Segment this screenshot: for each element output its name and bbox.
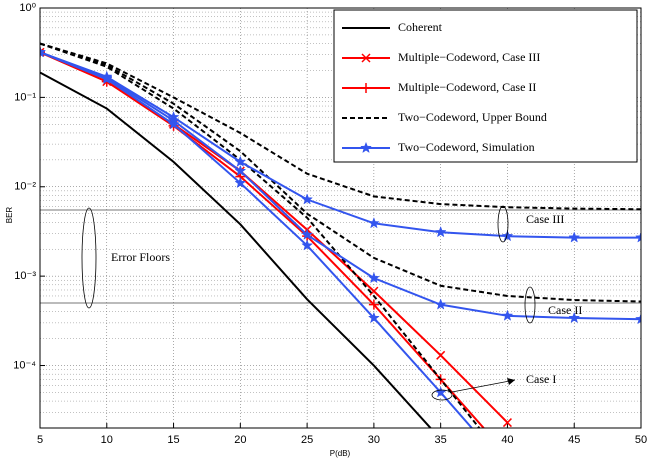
ellipse xyxy=(431,389,453,401)
marker xyxy=(568,231,581,243)
marker xyxy=(367,271,380,284)
error-floor-lines xyxy=(40,209,641,304)
marker xyxy=(301,193,314,205)
annotations: Error Floors Case III Case II Case I xyxy=(81,205,582,401)
marker xyxy=(436,350,446,360)
marker xyxy=(635,312,641,325)
y-tick-label: 10⁻⁴ xyxy=(13,359,36,371)
x-tick-label: 45 xyxy=(568,434,580,446)
x-axis-label: P(dB) xyxy=(330,449,351,458)
marker xyxy=(502,418,512,428)
marker xyxy=(501,229,514,242)
x-tick-label: 15 xyxy=(167,434,179,446)
y-tick-label: 10⁰ xyxy=(19,2,36,14)
annotation: Error Floors xyxy=(111,250,170,264)
ellipse xyxy=(524,286,536,324)
arrow-head xyxy=(507,378,515,385)
annotation: Case III xyxy=(526,212,564,226)
marker xyxy=(40,46,46,58)
legend-label: Two−Codeword, Simulation xyxy=(398,140,535,154)
marker xyxy=(234,176,247,189)
series-line xyxy=(40,51,641,321)
legend-box xyxy=(333,9,638,163)
x-tick-label: 40 xyxy=(501,434,513,446)
y-tick-label: 10⁻² xyxy=(14,181,36,193)
marker xyxy=(434,226,447,238)
marker xyxy=(100,72,113,85)
marker xyxy=(434,298,447,310)
series-line xyxy=(40,42,641,303)
marker xyxy=(369,286,379,296)
marker xyxy=(367,311,380,324)
y-tick-label: 10⁻¹ xyxy=(14,91,36,103)
series-line xyxy=(40,42,641,211)
legend-label: Two−Codeword, Upper Bound xyxy=(398,110,547,124)
y-tick-label: 10⁻³ xyxy=(14,270,36,282)
annotation: Case II xyxy=(548,303,582,317)
marker xyxy=(635,231,641,243)
marker xyxy=(360,141,372,154)
series-line xyxy=(40,51,641,239)
marker xyxy=(568,311,581,324)
x-tick-label: 50 xyxy=(635,434,647,446)
marker xyxy=(301,239,314,251)
legend: Coherent Multiple−Codeword, Case III Multi… xyxy=(333,9,638,163)
marker xyxy=(301,228,314,240)
series-line xyxy=(40,71,432,428)
series-line xyxy=(40,51,474,428)
y-axis-label: BER xyxy=(5,207,14,224)
x-tick-label: 25 xyxy=(301,434,313,446)
x-tick-label: 20 xyxy=(234,434,246,446)
marker xyxy=(361,53,371,63)
marker xyxy=(234,164,247,177)
legend-label: Multiple−Codeword, Case II xyxy=(398,80,536,94)
arrow xyxy=(451,379,516,393)
marker xyxy=(234,155,247,167)
x-tick-label: 35 xyxy=(435,434,447,446)
legend-label: Coherent xyxy=(398,20,443,34)
ellipse xyxy=(81,207,97,309)
x-tick-label: 30 xyxy=(368,434,380,446)
marker xyxy=(167,118,180,130)
annotation: Case I xyxy=(526,372,556,386)
marker xyxy=(361,83,371,93)
x-tick-label: 5 xyxy=(37,434,43,446)
marker xyxy=(367,217,380,229)
marker xyxy=(501,309,514,321)
ellipse xyxy=(497,205,509,243)
x-tick-label: 10 xyxy=(101,434,113,446)
marker xyxy=(368,299,379,310)
legend-label: Multiple−Codeword, Case III xyxy=(398,50,540,64)
series xyxy=(40,42,641,428)
plot-frame xyxy=(39,7,642,429)
series-line xyxy=(40,42,481,428)
